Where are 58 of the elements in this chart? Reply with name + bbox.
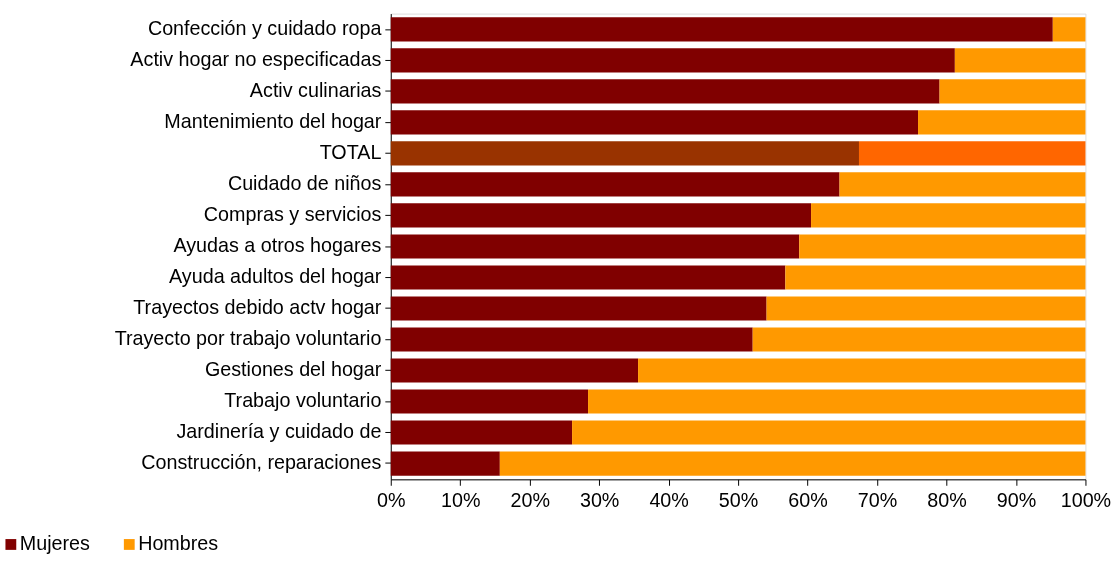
bar — [390, 172, 840, 197]
bar — [390, 48, 955, 73]
bar — [858, 141, 1086, 166]
bar — [390, 203, 812, 228]
bar — [390, 265, 786, 290]
y-tick-label: Jardinería y cuidado de — [176, 420, 382, 443]
bar — [390, 358, 639, 383]
x-tick-label: 50% — [718, 489, 759, 512]
bar — [752, 327, 1086, 352]
bar — [588, 389, 1086, 414]
bar — [390, 110, 919, 135]
bar — [839, 172, 1086, 197]
y-tick-label: Trayecto por trabajo voluntario — [114, 327, 382, 350]
x-tick-label: 70% — [857, 489, 898, 512]
x-tick-label: 20% — [510, 489, 550, 512]
bar — [390, 389, 589, 414]
x-tick-label: 30% — [579, 489, 620, 512]
bar — [499, 451, 1086, 476]
bar — [918, 110, 1086, 135]
bar — [390, 451, 500, 476]
bar — [390, 17, 1053, 42]
x-tick-label: 100% — [1060, 489, 1112, 512]
x-tick-label: 80% — [927, 489, 967, 512]
bar — [572, 420, 1086, 445]
bar — [390, 234, 800, 259]
y-tick-label: Compras y servicios — [203, 203, 382, 226]
y-tick-label: Mantenimiento del hogar — [164, 110, 382, 133]
bar — [954, 48, 1086, 73]
y-tick-label: Gestiones del hogar — [204, 358, 382, 381]
legend-label: Hombres — [138, 532, 219, 555]
bar — [766, 296, 1086, 321]
bar — [390, 327, 753, 352]
bar — [390, 79, 940, 104]
bar — [799, 234, 1086, 259]
bar — [785, 265, 1086, 290]
x-tick-label: 10% — [440, 489, 481, 512]
x-tick-label: 90% — [996, 489, 1037, 512]
y-tick-label: Confección y cuidado ropa — [147, 17, 382, 40]
bar — [390, 141, 859, 166]
y-tick-label: Trabajo voluntario — [224, 389, 382, 412]
y-tick-label: Activ hogar no especificadas — [130, 48, 382, 71]
y-tick-label: Cuidado de niños — [227, 172, 382, 195]
bar — [638, 358, 1086, 383]
bar — [390, 420, 573, 445]
x-tick-label: 60% — [788, 489, 828, 512]
y-tick-label: Ayuda adultos del hogar — [169, 265, 382, 288]
y-tick-label: Ayudas a otros hogares — [173, 234, 382, 257]
y-tick-label: Construcción, reparaciones — [141, 451, 382, 474]
y-tick-label: Trayectos debido actv hogar — [133, 296, 382, 319]
y-tick-label: Activ culinarias — [249, 79, 382, 102]
x-tick-label: 0% — [377, 489, 406, 512]
bar — [1052, 17, 1086, 42]
bar — [390, 296, 767, 321]
y-tick-label: TOTAL — [319, 141, 382, 164]
bar — [939, 79, 1086, 104]
x-tick-label: 40% — [649, 489, 689, 512]
bar — [811, 203, 1086, 228]
legend-label: Mujeres — [19, 532, 91, 555]
